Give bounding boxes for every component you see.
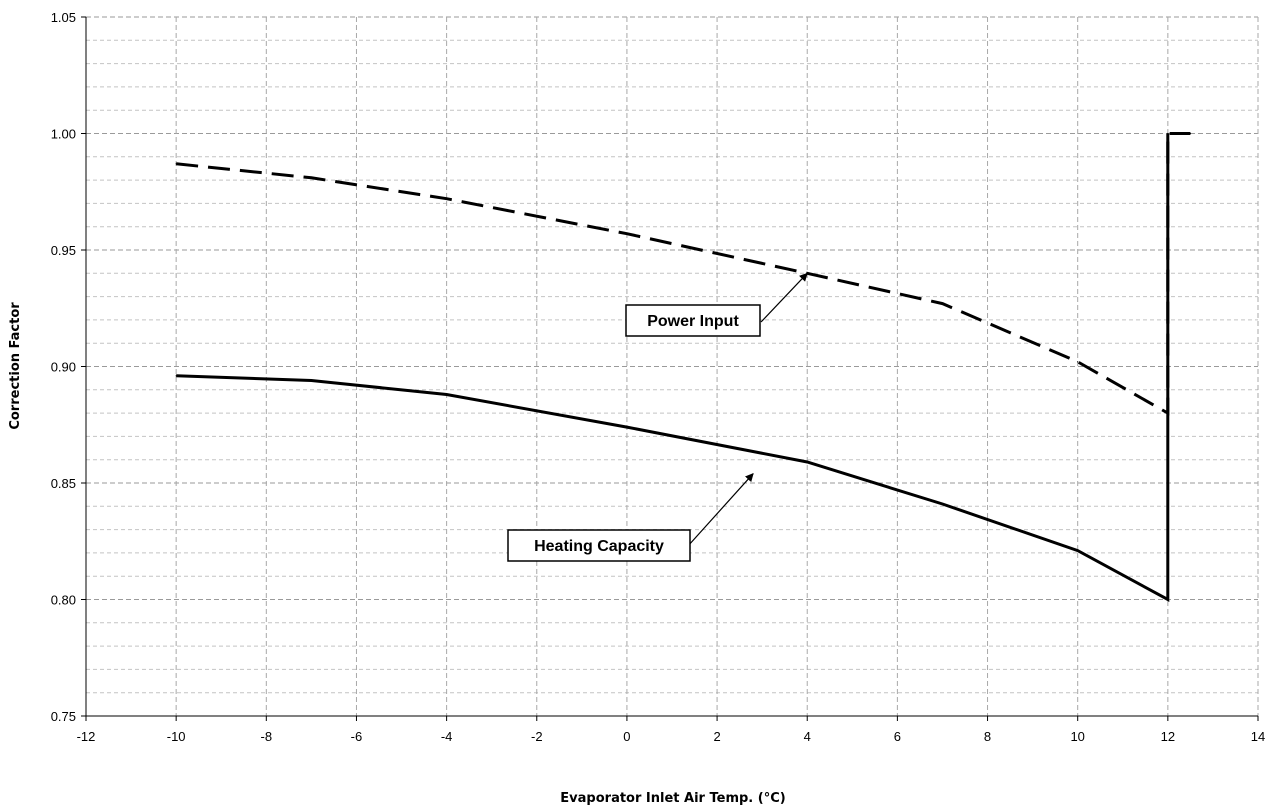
- y-tick-label: 0.80: [51, 593, 76, 608]
- axis-layer: 0.75 0.80 0.85 0.90 0.95 1.00 1.05 -12 -10 -8 -6 -4…: [51, 10, 1266, 744]
- x-tick-label: 0: [623, 729, 630, 744]
- y-tick-label: 0.85: [51, 476, 76, 491]
- series-point: [1077, 361, 1079, 363]
- y-axis-title: Correction Factor: [8, 302, 23, 430]
- x-tick-label: -6: [351, 729, 363, 744]
- y-tick-label: 0.90: [51, 360, 76, 375]
- annotation-layer: Power Input Heating Capacity: [507, 272, 808, 562]
- x-tick-label: -2: [531, 729, 543, 744]
- series-point: [806, 461, 808, 463]
- x-tick-label: -12: [77, 729, 96, 744]
- annotation-box: [625, 304, 761, 337]
- x-tick-label: -10: [167, 729, 186, 744]
- x-tick-label: -4: [441, 729, 453, 744]
- grid-layer: [86, 16, 1259, 716]
- y-tick-label: 1.00: [51, 127, 76, 142]
- series-point: [626, 426, 628, 428]
- series-point: [1167, 132, 1169, 135]
- annotation-arrow: [760, 272, 808, 323]
- series-point: [175, 375, 177, 377]
- y-tick-label: 0.95: [51, 243, 76, 258]
- series-point: [626, 233, 628, 235]
- y-tick-label: 0.75: [51, 709, 76, 724]
- x-tick-label: 14: [1251, 729, 1265, 744]
- y-tick-label: 1.05: [51, 10, 76, 25]
- annotation-box: [507, 529, 691, 562]
- series-point: [941, 503, 944, 505]
- series-point: [446, 393, 448, 396]
- annotation-label: Power Input: [647, 313, 739, 330]
- annotation-arrow: [687, 473, 754, 547]
- x-tick-label: 10: [1070, 729, 1084, 744]
- x-tick-label: 12: [1161, 729, 1175, 744]
- series-point: [1077, 549, 1079, 552]
- series-point: [1167, 598, 1169, 601]
- series-point: [310, 379, 312, 382]
- series-point: [446, 198, 448, 200]
- x-tick-label: -8: [261, 729, 273, 744]
- x-tick-label: 2: [713, 729, 720, 744]
- series-point: [1189, 132, 1191, 135]
- x-axis-title: Evaporator Inlet Air Temp. (°C): [560, 791, 785, 806]
- x-tick-label: 8: [984, 729, 991, 744]
- x-tick-label: 4: [804, 729, 811, 744]
- annotation-label: Heating Capacity: [534, 538, 664, 555]
- series-point: [310, 177, 312, 179]
- series-layer: [175, 132, 1191, 603]
- x-tick-label: 6: [894, 729, 901, 744]
- series-point: [175, 163, 177, 165]
- series-point: [941, 302, 944, 305]
